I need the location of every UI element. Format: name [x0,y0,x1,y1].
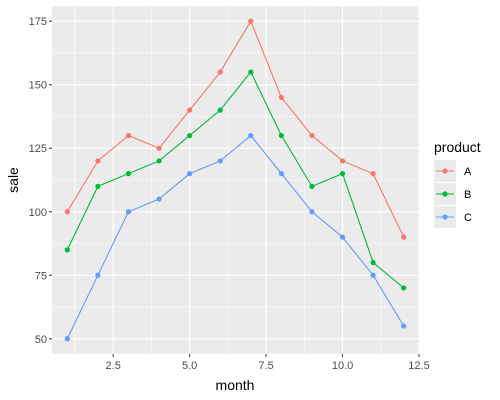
series-a-point [248,18,254,24]
x-tick-label: 12.5 [408,360,429,372]
legend-c-label: C [464,212,472,224]
legend-c-key-point [442,214,448,220]
y-tick-label: 150 [29,80,47,92]
y-axis-title: sale [5,167,21,193]
series-c-point [156,196,162,202]
series-c-point [125,209,132,215]
series-a-point [64,209,70,215]
legend-a-key-point [442,168,448,174]
legend: product ABC [434,139,481,228]
y-tick-label: 75 [35,270,47,282]
x-tick-label: 2.5 [106,360,121,372]
series-b-point [217,107,223,113]
series-c-point [64,336,70,342]
series-c-point [248,132,254,139]
series-b-point [95,183,101,189]
series-b-line [66,71,405,289]
series-b-point [125,171,132,177]
x-tick-label: 10.0 [332,360,353,372]
series-a-point [156,145,162,151]
series-a-point [339,158,346,164]
legend-b-label: B [464,189,471,201]
x-axis: 2.5 5.0 7.5 10.0 12.5 [106,354,430,372]
series-c-point [95,272,101,278]
series-a-point [309,132,315,139]
x-tick-label: 7.5 [258,360,273,372]
series-b-point [339,171,346,177]
legend-b-key-point [442,191,448,197]
series-c-point [217,158,223,164]
legend-title: product [434,139,481,155]
y-tick-label: 50 [35,334,47,346]
series-a-point [125,132,132,139]
series-c-point [339,234,346,240]
y-axis: 50 75 100 125 150 175 [29,16,52,346]
series-b-point [156,158,162,164]
series-a-point [370,171,376,177]
y-tick-label: 175 [29,16,47,28]
series-c-point [401,323,407,329]
x-tick-label: 5.0 [182,360,197,372]
y-tick-label: 100 [29,207,47,219]
series-b-point [64,247,70,253]
series-a-point [187,107,193,113]
series-c-point [187,171,193,177]
series-a-line [66,20,405,238]
series-c-point [370,272,376,278]
series-b-point [309,183,315,189]
series-a-point [401,234,407,240]
series-b-point [370,259,376,266]
series-c-point [278,171,284,177]
series-a-point [278,94,284,101]
series-c-point [309,209,315,215]
series-b-point [278,132,284,139]
series-b-point [187,132,193,139]
series-b-point [401,285,407,291]
series-b-point [248,69,254,75]
x-axis-title: month [216,377,255,393]
series-c-line [66,134,405,339]
legend-a-label: A [464,166,472,178]
series-layer [64,18,407,342]
series-a-point [217,69,223,75]
y-tick-label: 125 [29,143,47,155]
series-a-point [95,158,101,164]
